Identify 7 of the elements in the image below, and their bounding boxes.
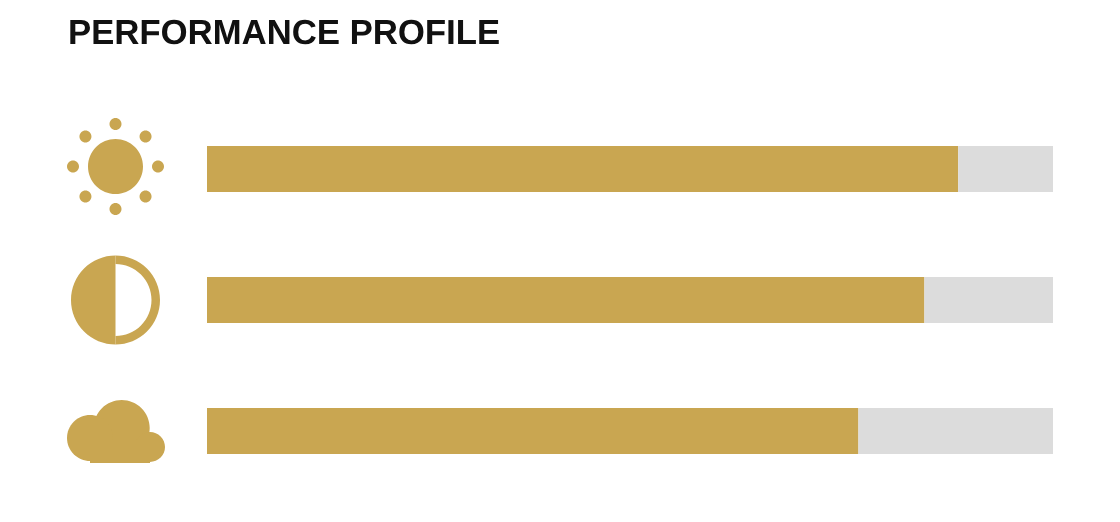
bar — [958, 146, 1053, 192]
bar — [924, 277, 1053, 323]
bar — [858, 408, 1053, 454]
bar — [207, 277, 925, 323]
chart-title: PERFORMANCE PROFILE — [70, 19, 499, 45]
bar — [207, 146, 959, 192]
bar — [207, 408, 859, 454]
